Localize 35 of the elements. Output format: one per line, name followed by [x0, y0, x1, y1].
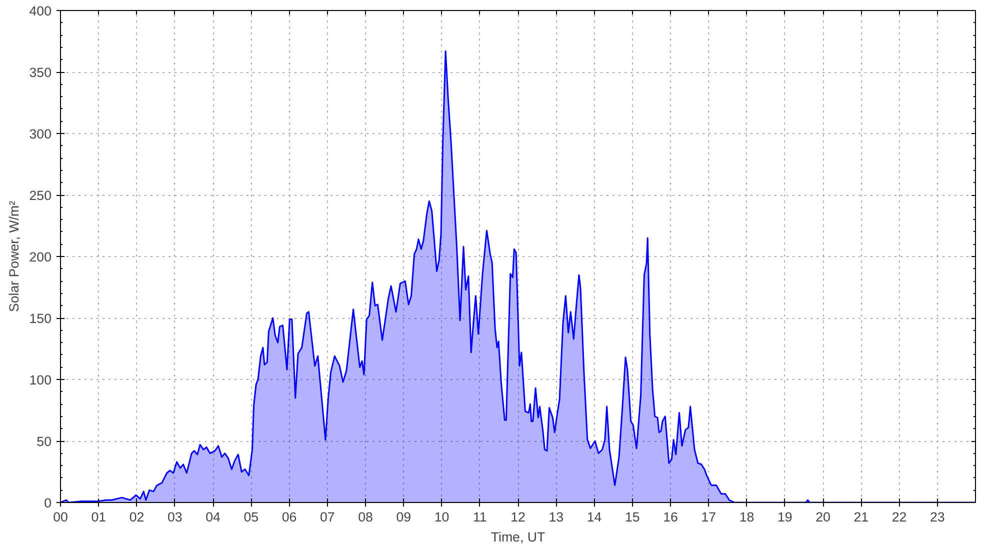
x-tick-label: 23 — [930, 510, 945, 524]
x-tick-label: 13 — [548, 510, 564, 524]
x-tick-label: 01 — [91, 510, 106, 524]
y-tick-label: 250 — [29, 188, 52, 203]
x-tick-label: 02 — [129, 510, 144, 524]
x-tick-label: 16 — [663, 510, 678, 524]
y-tick-label: 200 — [29, 250, 52, 264]
x-tick-label: 17 — [701, 510, 716, 524]
y-tick-label: 50 — [36, 434, 52, 449]
y-tick-label: 150 — [29, 311, 52, 326]
x-tick-label: 00 — [53, 510, 68, 524]
x-tick-label: 09 — [396, 510, 412, 524]
y-tick-label: 350 — [29, 65, 52, 80]
x-tick-label: 08 — [358, 510, 373, 524]
y-tick-label: 0 — [44, 496, 52, 510]
x-tick-label: 10 — [434, 510, 450, 524]
x-tick-label: 22 — [892, 510, 907, 524]
x-tick-label: 03 — [167, 510, 182, 524]
x-tick-label: 15 — [624, 510, 640, 524]
x-tick-label: 06 — [282, 510, 297, 524]
x-axis-title: Time, UT — [490, 530, 546, 544]
x-tick-label: 04 — [206, 510, 221, 524]
x-tick-label: 11 — [472, 510, 487, 524]
y-tick-label: 400 — [29, 4, 52, 18]
x-tick-label: 07 — [320, 510, 335, 524]
x-tick-label: 18 — [739, 510, 754, 524]
x-tick-label: 14 — [586, 510, 602, 524]
x-tick-label: 20 — [816, 510, 830, 524]
x-tick-label: 12 — [510, 510, 526, 524]
y-axis-title: Solar Power, W/m² — [6, 200, 22, 312]
y-tick-label: 100 — [29, 372, 52, 388]
x-tick-label: 21 — [854, 510, 869, 524]
y-tick-label: 300 — [29, 126, 52, 142]
x-tick-label: 05 — [244, 510, 259, 524]
x-tick-label: 19 — [777, 510, 792, 524]
